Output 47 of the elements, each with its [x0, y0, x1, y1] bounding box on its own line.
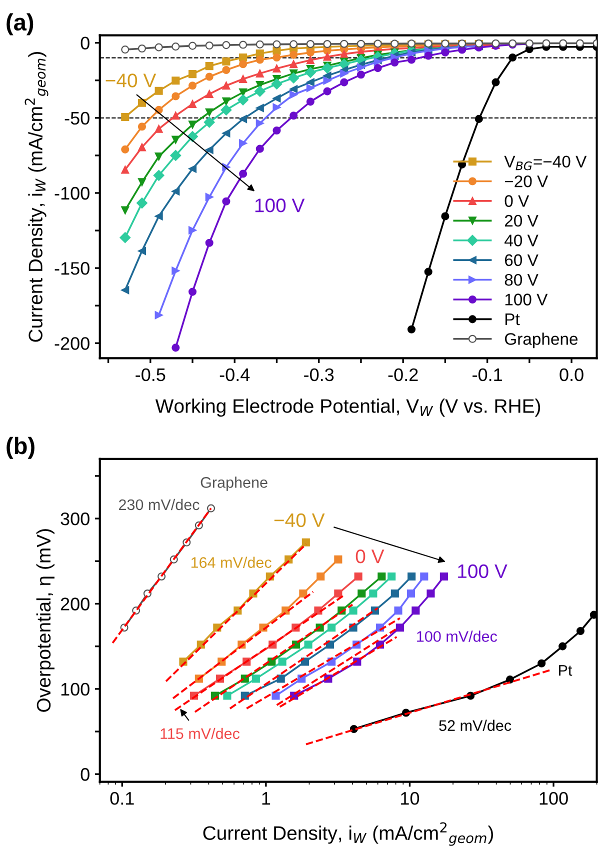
- annotation: 52 mV/dec: [439, 720, 512, 731]
- y-tick-label: 0: [80, 768, 90, 781]
- legend-label: Pt: [506, 314, 520, 326]
- legend-label: 40 V: [504, 234, 538, 246]
- annotation: Graphene: [200, 476, 268, 491]
- annotation: 100 mV/dec: [417, 630, 498, 642]
- x-tick-label: -0.2: [388, 368, 418, 382]
- y-tick-label: -200: [54, 337, 90, 350]
- y-tick-label: 0: [80, 36, 90, 50]
- annotation: Pt: [559, 665, 572, 676]
- chart-title: (b): [6, 436, 34, 459]
- x-tick-label: -0.1: [472, 368, 502, 382]
- annotation: −40 V: [274, 513, 325, 528]
- x-tick-label: 0.1: [110, 792, 134, 805]
- y-axis-title: Current Density, i$_{W}$ (mA/cm$^{2}$$_{geom}$): [24, 52, 48, 342]
- x-tick-label: 100: [540, 792, 568, 805]
- legend-label: 60 V: [504, 254, 538, 266]
- x-axis-title: Current Density, i$_{W}$ (mA/cm$^{2}$$_{geom}$): [203, 822, 494, 846]
- legend-label: 0 V: [504, 195, 530, 207]
- y-tick-label: 300: [60, 512, 90, 526]
- legend-label: V$_{BG}$=−40 V: [504, 156, 587, 170]
- x-tick-label: 10: [401, 792, 420, 805]
- annotation: 230 mV/dec: [119, 498, 200, 510]
- chart-title: (a): [6, 13, 34, 36]
- y-tick-label: -100: [54, 186, 90, 200]
- y-tick-label: 200: [60, 598, 90, 610]
- y-axis-title: Overpotential, η (mV): [36, 529, 54, 712]
- annotation: 100 V: [255, 198, 305, 212]
- x-tick-label: 0.0: [560, 368, 584, 382]
- y-tick-label: -50: [64, 112, 90, 125]
- y-tick-label: 100: [61, 682, 90, 696]
- x-tick-label: -0.4: [220, 368, 250, 382]
- annotation: 100 V: [458, 564, 508, 578]
- annotation: 115 mV/dec: [160, 728, 240, 740]
- legend-label: 100 V: [505, 294, 548, 306]
- x-axis-title: Working Electrode Potential, V$_{W}$ (V vs. RHE): [155, 398, 540, 417]
- annotation: −40 V: [106, 74, 156, 88]
- legend-label: −20 V: [504, 175, 548, 188]
- x-tick-label: 1: [262, 792, 270, 805]
- x-tick-label: -0.3: [304, 368, 334, 382]
- annotation: 164 mV/dec: [191, 556, 272, 568]
- legend-label: 20 V: [504, 214, 538, 227]
- legend-label: 80 V: [504, 274, 538, 286]
- x-tick-label: -0.5: [136, 368, 166, 382]
- y-tick-label: -150: [54, 262, 90, 275]
- annotation: 0 V: [356, 549, 384, 564]
- legend-label: Graphene: [504, 332, 578, 348]
